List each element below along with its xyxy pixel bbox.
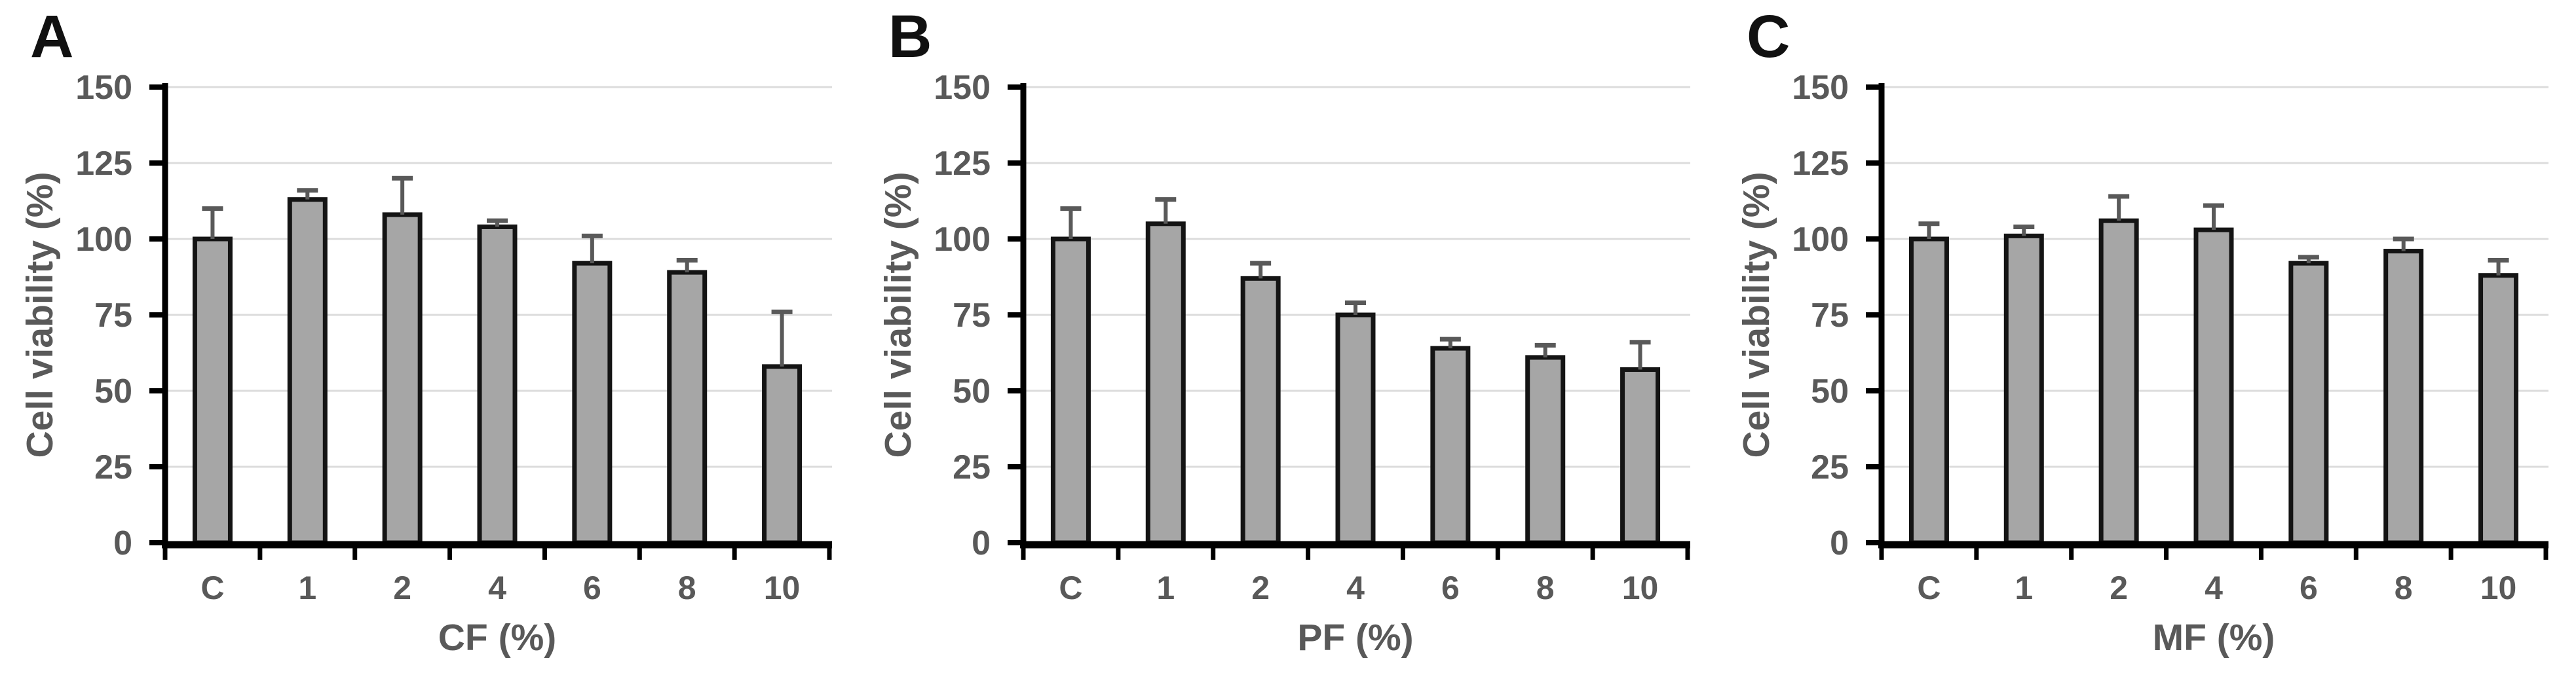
category-label-C: C bbox=[1917, 570, 1941, 606]
bar-10 bbox=[1620, 367, 1661, 545]
category-label-10: 10 bbox=[2480, 570, 2517, 606]
bar-4 bbox=[2193, 227, 2234, 545]
y-axis-title: Cell viability (%) bbox=[877, 172, 919, 458]
y-tick-label-150: 150 bbox=[934, 69, 991, 107]
y-tick-label-125: 125 bbox=[75, 145, 132, 183]
bar-1 bbox=[287, 197, 328, 545]
category-label-C: C bbox=[200, 570, 224, 606]
panel-label-c: C bbox=[1747, 3, 1790, 70]
category-label-8: 8 bbox=[2395, 570, 2413, 606]
y-tick-label-100: 100 bbox=[934, 221, 991, 259]
y-tick-label-25: 25 bbox=[1811, 448, 1849, 486]
bar-C bbox=[1050, 236, 1091, 545]
panel-label-b: B bbox=[888, 3, 932, 70]
y-tick-label-150: 150 bbox=[1792, 69, 1849, 107]
panel-label-a: A bbox=[30, 3, 74, 70]
bar-6 bbox=[572, 261, 613, 545]
bar-2 bbox=[1240, 276, 1281, 545]
category-label-4: 4 bbox=[488, 570, 506, 606]
y-tick-label-25: 25 bbox=[953, 448, 991, 486]
bar-C bbox=[1908, 236, 1949, 545]
bar-8 bbox=[1525, 355, 1566, 545]
category-label-2: 2 bbox=[2110, 570, 2128, 606]
y-tick-label-125: 125 bbox=[1792, 145, 1849, 183]
y-tick-label-125: 125 bbox=[934, 145, 991, 183]
bar-6 bbox=[1430, 346, 1471, 545]
bar-10 bbox=[762, 364, 803, 545]
y-tick-label-0: 0 bbox=[1830, 524, 1849, 562]
panel-a: A 0 25 50 75 100 125 150 C 1 2 4 6 8 10 CF (%) Cell via… bbox=[0, 0, 858, 673]
bar-chart-pf: 0 25 50 75 100 125 150 C 1 2 4 6 8 10 PF (%) Cell viabi… bbox=[877, 69, 1690, 659]
category-label-2: 2 bbox=[393, 570, 411, 606]
y-tick-label-150: 150 bbox=[75, 69, 132, 107]
x-axis-title: MF (%) bbox=[2153, 617, 2275, 659]
y-tick-label-75: 75 bbox=[1811, 297, 1849, 335]
bar-C bbox=[192, 236, 233, 545]
category-label-1: 1 bbox=[2015, 570, 2033, 606]
bar-4 bbox=[477, 224, 518, 545]
bar-1 bbox=[2003, 233, 2044, 545]
category-label-4: 4 bbox=[2205, 570, 2223, 606]
bar-2 bbox=[382, 212, 423, 545]
y-tick-label-50: 50 bbox=[953, 373, 991, 410]
y-tick-label-50: 50 bbox=[1811, 373, 1849, 410]
x-axis-title: CF (%) bbox=[438, 617, 556, 659]
category-label-6: 6 bbox=[2300, 570, 2318, 606]
bar-8 bbox=[667, 270, 708, 545]
x-axis-title: PF (%) bbox=[1297, 617, 1413, 659]
bar-8 bbox=[2383, 249, 2424, 545]
category-label-C: C bbox=[1059, 570, 1082, 606]
category-label-4: 4 bbox=[1346, 570, 1365, 606]
category-label-6: 6 bbox=[583, 570, 601, 606]
y-tick-label-0: 0 bbox=[972, 524, 991, 562]
y-tick-label-0: 0 bbox=[113, 524, 132, 562]
bar-1 bbox=[1145, 221, 1186, 545]
category-label-1: 1 bbox=[298, 570, 316, 606]
panel-b: B 0 25 50 75 100 125 150 C 1 2 4 6 8 10 PF (%) Cell via… bbox=[858, 0, 1716, 673]
panel-c: C 0 25 50 75 100 125 150 C 1 2 4 6 8 10 MF (%) Cell via… bbox=[1716, 0, 2576, 673]
bar-chart-cf: 0 25 50 75 100 125 150 C 1 2 4 6 8 10 CF (%) Cell viabi… bbox=[19, 69, 832, 659]
bar-chart-mf: 0 25 50 75 100 125 150 C 1 2 4 6 8 10 MF (%) Cell viabi… bbox=[1735, 69, 2548, 659]
category-label-8: 8 bbox=[678, 570, 696, 606]
category-label-10: 10 bbox=[764, 570, 801, 606]
y-tick-label-25: 25 bbox=[94, 448, 132, 486]
y-axis-title: Cell viability (%) bbox=[19, 172, 61, 458]
y-tick-label-100: 100 bbox=[1792, 221, 1849, 259]
category-label-10: 10 bbox=[1622, 570, 1659, 606]
y-tick-label-75: 75 bbox=[94, 297, 132, 335]
category-label-8: 8 bbox=[1536, 570, 1555, 606]
y-tick-label-50: 50 bbox=[94, 373, 132, 410]
bar-4 bbox=[1335, 312, 1376, 545]
bar-10 bbox=[2478, 273, 2519, 545]
category-label-1: 1 bbox=[1156, 570, 1175, 606]
y-tick-label-75: 75 bbox=[953, 297, 991, 335]
bar-2 bbox=[2098, 218, 2139, 545]
y-tick-label-100: 100 bbox=[75, 221, 132, 259]
category-label-6: 6 bbox=[1441, 570, 1460, 606]
y-axis-title: Cell viability (%) bbox=[1735, 172, 1777, 458]
bar-6 bbox=[2288, 261, 2329, 545]
category-label-2: 2 bbox=[1251, 570, 1270, 606]
